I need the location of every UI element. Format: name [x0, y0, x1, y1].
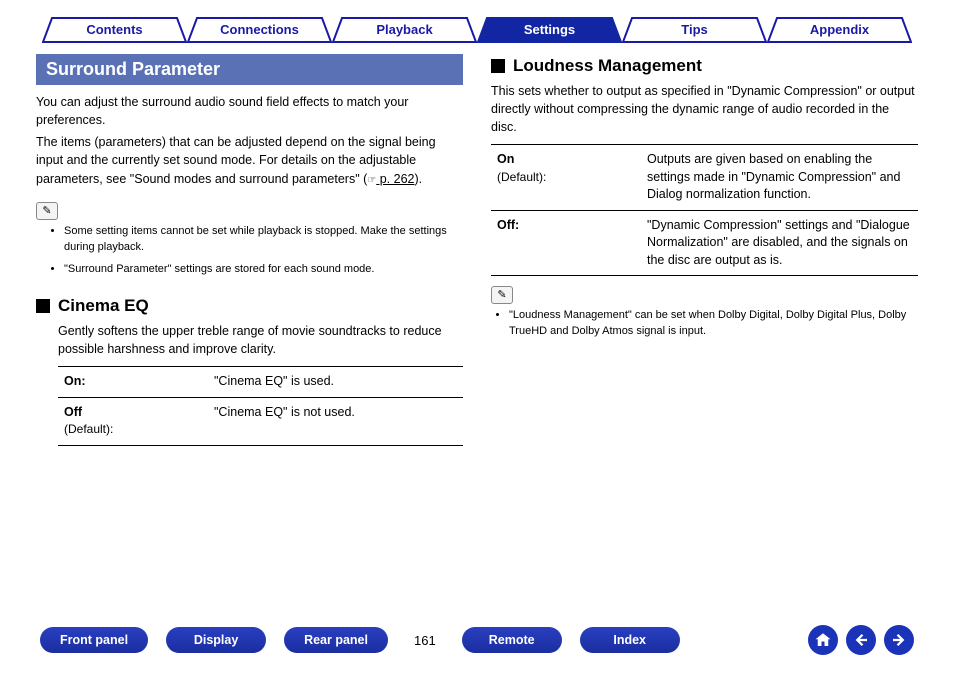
tab-label: Playback — [376, 22, 432, 37]
subheading-title: Cinema EQ — [58, 296, 149, 316]
tab-label: Appendix — [810, 22, 869, 37]
next-page-icon[interactable] — [884, 625, 914, 655]
note-item: "Surround Parameter" settings are stored… — [64, 262, 463, 278]
prev-page-icon[interactable] — [846, 625, 876, 655]
note-list-right: "Loudness Management" can be set when Do… — [491, 308, 918, 340]
tab-tips[interactable]: Tips — [622, 16, 767, 44]
page-number: 161 — [406, 633, 444, 648]
pencil-note-icon: ✎ — [36, 202, 58, 220]
content-area: Surround Parameter You can adjust the su… — [0, 50, 954, 446]
table-row: On(Default): Outputs are given based on … — [491, 145, 918, 211]
tab-settings[interactable]: Settings — [477, 16, 622, 44]
note-item: Some setting items cannot be set while p… — [64, 224, 463, 256]
top-tab-bar: Contents Connections Playback Settings T… — [0, 0, 954, 50]
cinema-eq-table: On: "Cinema EQ" is used. Off(Default): "… — [58, 366, 463, 446]
intro-para-1: You can adjust the surround audio sound … — [36, 93, 463, 129]
square-bullet-icon — [36, 299, 50, 313]
remote-button[interactable]: Remote — [462, 627, 562, 653]
rear-panel-button[interactable]: Rear panel — [284, 627, 388, 653]
home-icon[interactable] — [808, 625, 838, 655]
tab-label: Contents — [86, 22, 142, 37]
table-row: Off: "Dynamic Compression" settings and … — [491, 210, 918, 276]
page-ref-link[interactable]: p. 262 — [376, 172, 414, 186]
tab-connections[interactable]: Connections — [187, 16, 332, 44]
table-row: On: "Cinema EQ" is used. — [58, 367, 463, 398]
subheading-title: Loudness Management — [513, 56, 702, 76]
right-column: Loudness Management This sets whether to… — [491, 54, 918, 446]
subheading-loudness: Loudness Management — [491, 56, 918, 76]
nav-icons — [808, 625, 914, 655]
left-column: Surround Parameter You can adjust the su… — [36, 54, 463, 446]
note-item: "Loudness Management" can be set when Do… — [509, 308, 918, 340]
index-button[interactable]: Index — [580, 627, 680, 653]
tab-appendix[interactable]: Appendix — [767, 16, 912, 44]
note-list-left: Some setting items cannot be set while p… — [36, 224, 463, 278]
tab-label: Connections — [220, 22, 299, 37]
tab-playback[interactable]: Playback — [332, 16, 477, 44]
display-button[interactable]: Display — [166, 627, 266, 653]
loudness-table: On(Default): Outputs are given based on … — [491, 144, 918, 276]
pointer-icon: ☞ — [367, 175, 376, 186]
section-title-surround: Surround Parameter — [36, 54, 463, 85]
loudness-desc: This sets whether to output as specified… — [491, 82, 918, 136]
tab-contents[interactable]: Contents — [42, 16, 187, 44]
pencil-note-icon: ✎ — [491, 286, 513, 304]
cinema-eq-desc: Gently softens the upper treble range of… — [36, 322, 463, 358]
bottom-bar: Front panel Display Rear panel 161 Remot… — [0, 625, 954, 655]
subheading-cinema-eq: Cinema EQ — [36, 296, 463, 316]
intro-para-2: The items (parameters) that can be adjus… — [36, 133, 463, 188]
tab-label: Tips — [681, 22, 708, 37]
front-panel-button[interactable]: Front panel — [40, 627, 148, 653]
tab-label: Settings — [524, 22, 575, 37]
square-bullet-icon — [491, 59, 505, 73]
table-row: Off(Default): "Cinema EQ" is not used. — [58, 397, 463, 445]
